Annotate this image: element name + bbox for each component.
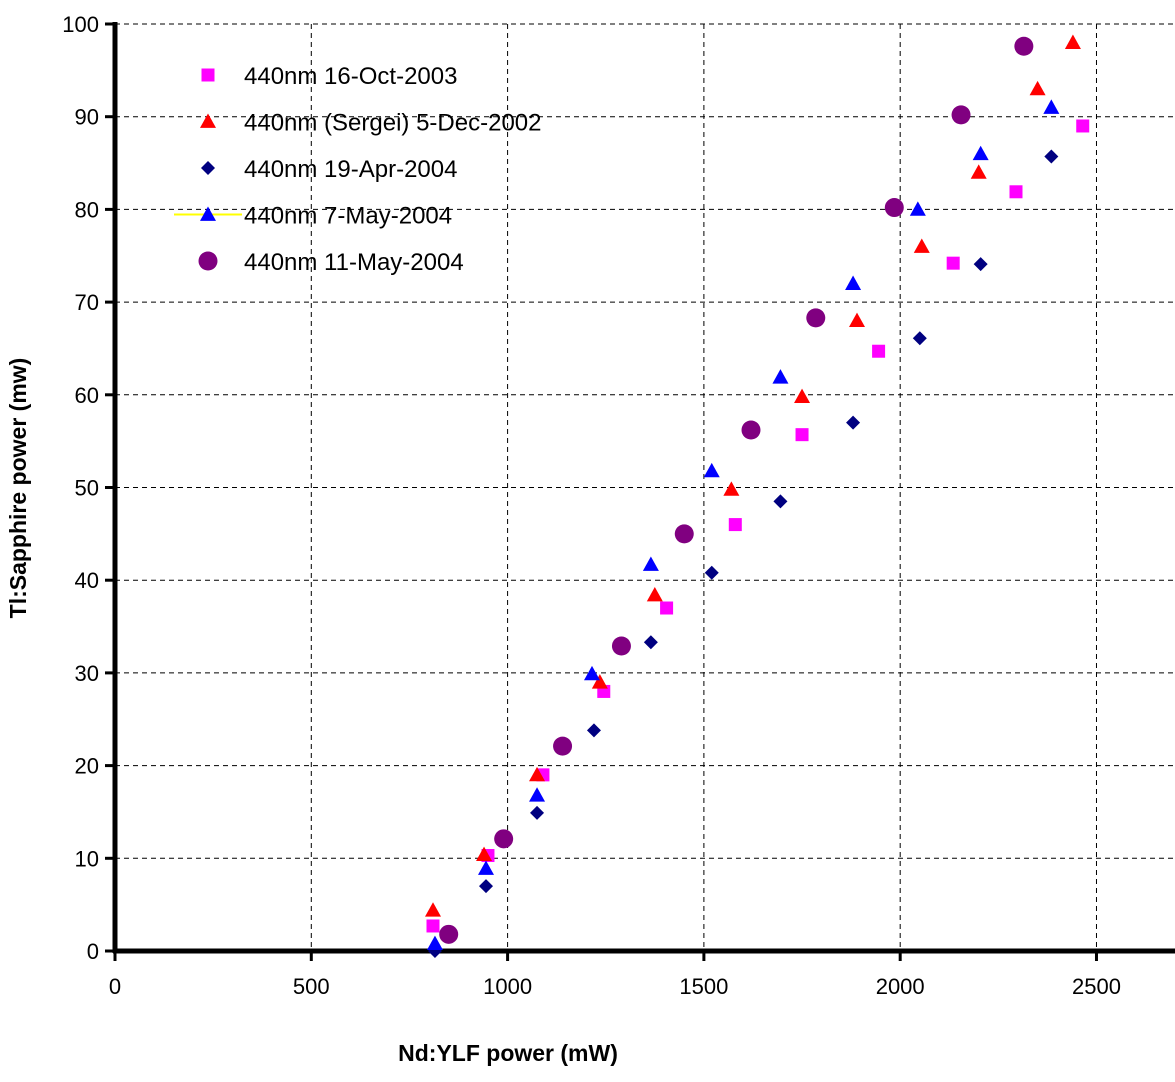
legend-label: 440nm 19-Apr-2004 bbox=[244, 156, 457, 183]
data-marks bbox=[425, 34, 1090, 958]
data-point bbox=[1029, 80, 1046, 96]
data-point bbox=[584, 665, 600, 681]
x-axis-title: Nd:YLF power (mW) bbox=[398, 1040, 618, 1066]
y-tick-label: 90 bbox=[75, 105, 99, 130]
data-point bbox=[1014, 36, 1034, 56]
data-point bbox=[643, 635, 658, 650]
x-tick-label: 2500 bbox=[1072, 974, 1121, 999]
legend: 440nm 16-Oct-2003 440nm (Sergei) 5-Dec-20… bbox=[174, 63, 541, 276]
legend-marker bbox=[201, 161, 215, 175]
data-point bbox=[970, 164, 987, 179]
data-point bbox=[772, 369, 789, 384]
data-point bbox=[806, 308, 826, 328]
data-point bbox=[529, 766, 546, 782]
legend-marker bbox=[201, 68, 215, 82]
y-tick-label: 10 bbox=[75, 846, 99, 871]
data-point bbox=[773, 494, 788, 509]
y-tick-label: 20 bbox=[75, 754, 99, 779]
legend-marker bbox=[200, 113, 216, 128]
data-point bbox=[586, 723, 601, 738]
data-point bbox=[529, 787, 546, 802]
data-point bbox=[674, 524, 694, 544]
legend-label: 440nm 11-May-2004 bbox=[244, 249, 464, 276]
data-point bbox=[884, 198, 904, 218]
data-point bbox=[530, 805, 545, 820]
legend-marker bbox=[198, 251, 218, 271]
data-point bbox=[476, 846, 493, 861]
y-tick-label: 0 bbox=[87, 939, 99, 964]
data-point bbox=[728, 518, 742, 532]
y-tick-label: 50 bbox=[75, 476, 99, 501]
series-5 bbox=[439, 36, 1034, 944]
data-point bbox=[909, 201, 926, 216]
data-point bbox=[553, 736, 573, 756]
data-point bbox=[1044, 149, 1059, 164]
legend-label: 440nm 7-May-2004 bbox=[244, 203, 452, 230]
data-point bbox=[479, 879, 493, 894]
data-point bbox=[1009, 185, 1023, 199]
data-point bbox=[741, 420, 761, 440]
data-point bbox=[704, 565, 719, 580]
series-4 bbox=[426, 99, 1060, 950]
grid-lines bbox=[115, 23, 1175, 951]
data-point bbox=[591, 674, 608, 689]
y-tick-label: 60 bbox=[75, 383, 99, 408]
data-point bbox=[846, 415, 861, 430]
data-point bbox=[951, 105, 971, 125]
x-tick-label: 1500 bbox=[679, 974, 728, 999]
legend-label: 440nm (Sergei) 5-Dec-2002 bbox=[244, 110, 541, 137]
data-point bbox=[646, 587, 663, 602]
y-tick-label: 80 bbox=[75, 197, 99, 222]
data-point bbox=[660, 601, 674, 615]
y-tick-label: 100 bbox=[62, 12, 99, 37]
data-point bbox=[439, 924, 459, 944]
legend-marker bbox=[200, 206, 216, 221]
data-point bbox=[972, 145, 989, 161]
x-tick-label: 0 bbox=[109, 974, 121, 999]
data-point bbox=[642, 556, 659, 571]
y-tick-label: 30 bbox=[75, 661, 99, 686]
x-tick-label: 1000 bbox=[483, 974, 532, 999]
data-point bbox=[1076, 119, 1090, 133]
series-2 bbox=[425, 34, 1081, 917]
series-3 bbox=[427, 149, 1059, 958]
legend-label: 440nm 16-Oct-2003 bbox=[244, 63, 457, 90]
x-tick-label: 500 bbox=[293, 974, 330, 999]
data-point bbox=[913, 238, 930, 253]
y-tick-label: 70 bbox=[75, 290, 99, 315]
data-point bbox=[611, 636, 631, 656]
data-point bbox=[912, 331, 927, 346]
series-1 bbox=[426, 119, 1090, 933]
data-point bbox=[703, 462, 720, 478]
y-tick-label: 40 bbox=[75, 568, 99, 593]
data-point bbox=[425, 902, 441, 917]
x-tick-label: 2000 bbox=[876, 974, 925, 999]
axes bbox=[105, 22, 1175, 961]
data-point bbox=[494, 829, 514, 849]
data-point bbox=[872, 344, 886, 358]
y-axis-title: Tl:Sapphire power (mw) bbox=[5, 358, 31, 619]
data-point bbox=[946, 256, 960, 270]
data-point bbox=[794, 388, 811, 404]
data-point bbox=[426, 919, 440, 933]
data-point bbox=[849, 312, 865, 328]
data-point bbox=[1064, 34, 1081, 49]
data-point bbox=[723, 481, 740, 496]
data-point bbox=[795, 428, 809, 442]
data-point bbox=[426, 935, 443, 950]
data-point bbox=[478, 860, 494, 875]
data-point bbox=[1043, 99, 1060, 114]
data-point bbox=[845, 275, 862, 290]
data-point bbox=[973, 257, 988, 272]
